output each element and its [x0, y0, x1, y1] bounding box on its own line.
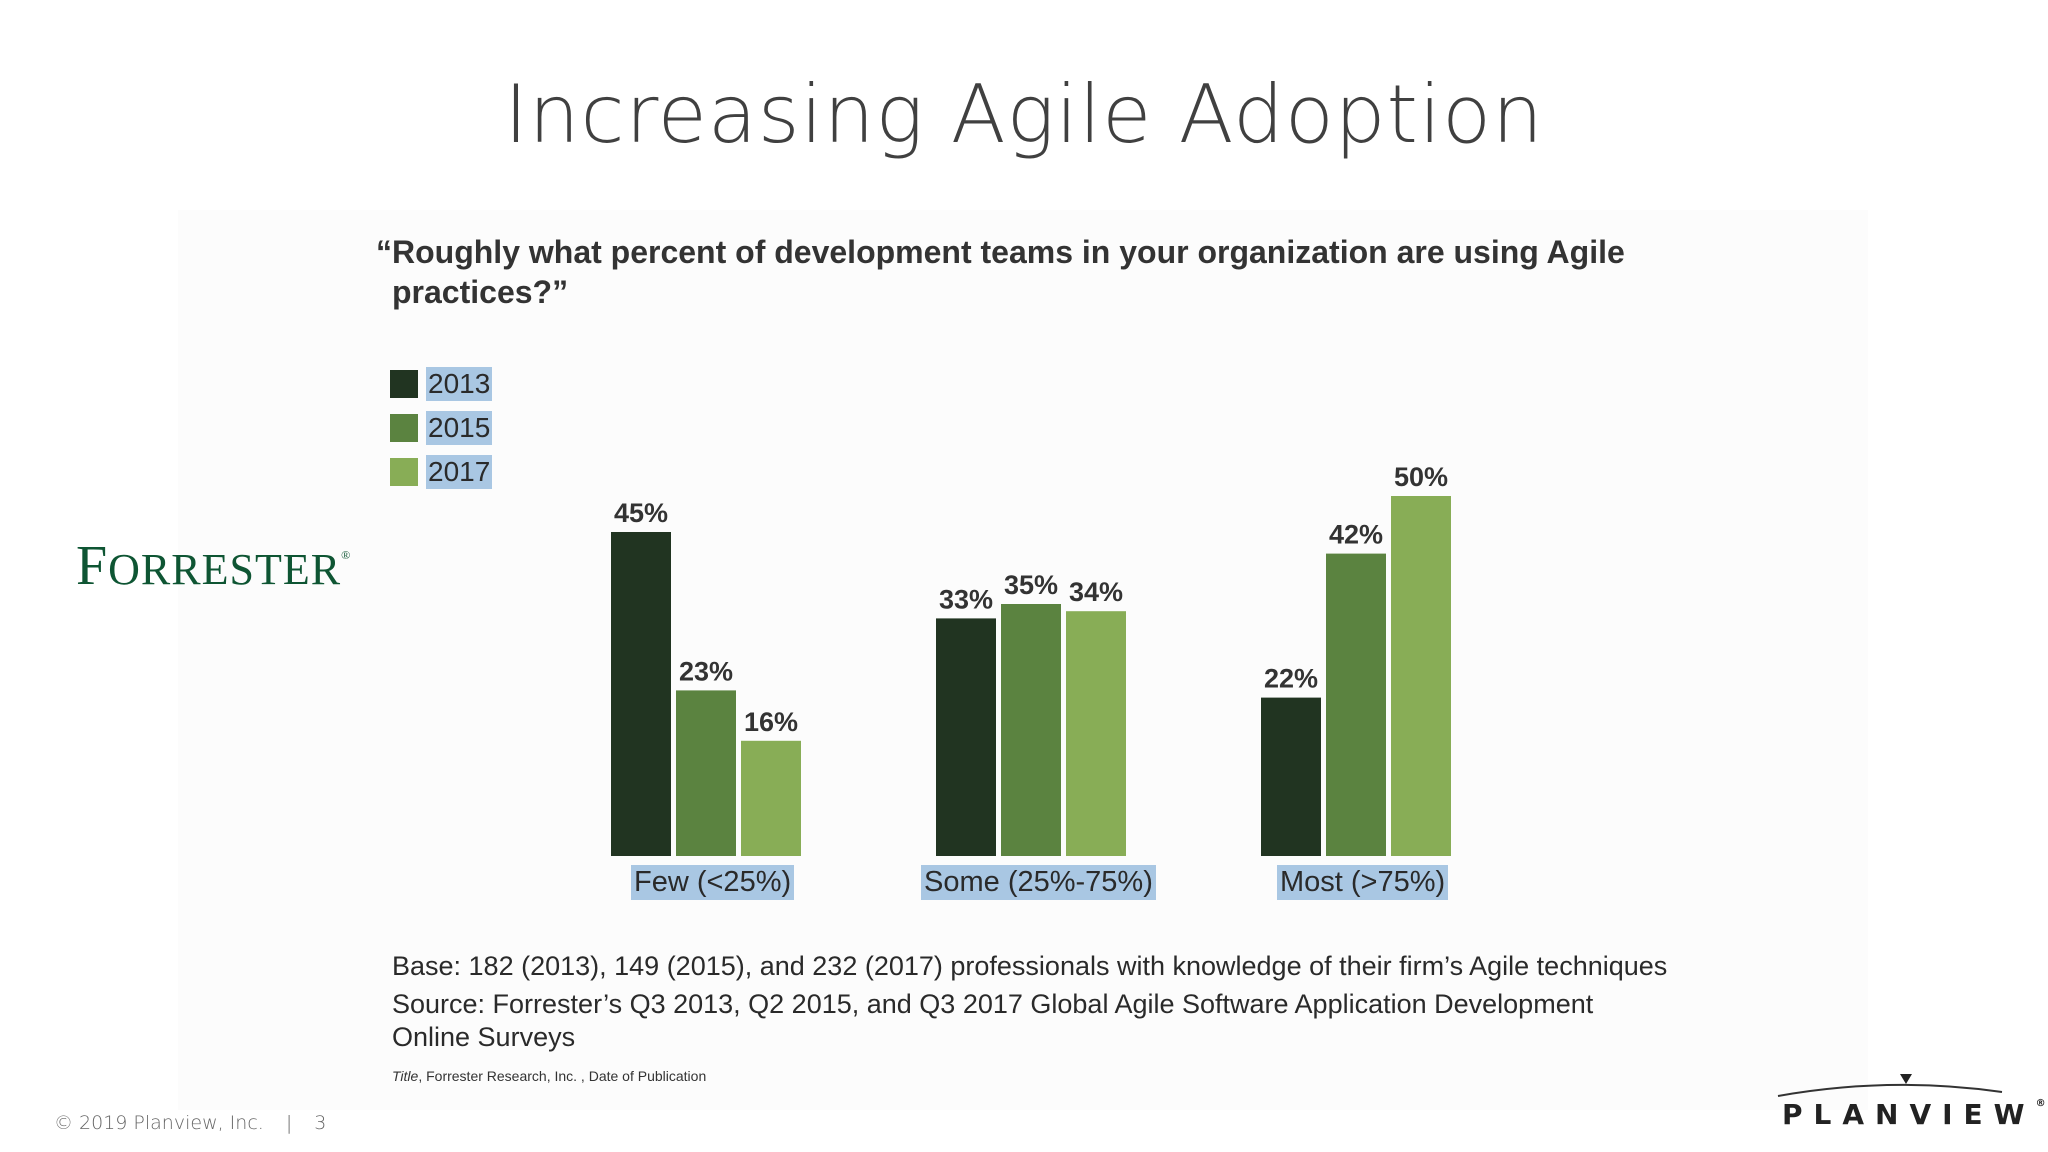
- legend-label-2015: 2015: [426, 411, 493, 445]
- base-note: Base: 182 (2013), 149 (2015), and 232 (2…: [392, 951, 1668, 981]
- slide-title: Increasing Agile Adoption: [504, 68, 1544, 161]
- forrester-logo-rest: ORRESTER: [108, 545, 342, 594]
- bar-2015-0: [676, 690, 736, 856]
- chart-legend: 2013 2015 2017: [390, 362, 493, 494]
- footnotes: Base: 182 (2013), 149 (2015), and 232 (2…: [392, 948, 1667, 1084]
- publication-title: Title: [392, 1068, 419, 1084]
- legend-item-2017: 2017: [390, 450, 493, 494]
- page-number: 3: [314, 1112, 327, 1134]
- copyright-text: © 2019 Planview, Inc.: [54, 1112, 264, 1134]
- data-label-2017-1: 34%: [1069, 577, 1123, 607]
- data-label-2013-2: 22%: [1264, 664, 1318, 694]
- data-label-2017-2: 50%: [1394, 462, 1448, 492]
- registered-mark: ®: [2035, 1098, 2046, 1109]
- category-label-some: Some (25%-75%): [921, 865, 1156, 900]
- forrester-logo: FORRESTER®: [76, 534, 351, 598]
- data-label-2015-1: 35%: [1004, 570, 1058, 600]
- planview-arc-icon: [1777, 1074, 2003, 1097]
- legend-item-2015: 2015: [390, 406, 493, 450]
- chart-question: “Roughly what percent of development tea…: [376, 234, 1625, 310]
- category-label-few: Few (<25%): [631, 865, 795, 900]
- data-label-2015-2: 42%: [1329, 520, 1383, 550]
- publication-note: Title, Forrester Research, Inc. , Date o…: [392, 1068, 1667, 1084]
- data-label-2017-0: 16%: [744, 707, 798, 737]
- category-label-most: Most (>75%): [1277, 865, 1449, 900]
- data-label-2015-0: 23%: [679, 656, 733, 686]
- legend-label-2013: 2013: [426, 367, 493, 401]
- forrester-logo-initial: F: [76, 535, 109, 597]
- legend-swatch-2015: [390, 414, 418, 442]
- bar-2017-2: [1391, 496, 1451, 856]
- planview-logo: PLANVIEW®: [1770, 1070, 2046, 1131]
- bar-2013-1: [936, 618, 996, 856]
- planview-logo-text: PLANVIEW: [1782, 1098, 2036, 1131]
- registered-mark: ®: [341, 548, 352, 562]
- bar-2013-0: [611, 532, 671, 856]
- bar-2015-2: [1326, 553, 1386, 856]
- bar-2013-2: [1261, 697, 1321, 856]
- footer-separator: |: [285, 1112, 293, 1134]
- data-label-2013-0: 45%: [614, 498, 668, 528]
- bar-2015-1: [1001, 604, 1061, 856]
- footer-copyright: © 2019 Planview, Inc. | 3: [54, 1112, 326, 1134]
- bar-2017-0: [741, 740, 801, 856]
- legend-swatch-2013: [390, 370, 418, 398]
- publication-details: , Forrester Research, Inc. , Date of Pub…: [418, 1068, 707, 1084]
- bar-2017-1: [1066, 611, 1126, 856]
- legend-swatch-2017: [390, 458, 418, 486]
- legend-item-2013: 2013: [390, 362, 493, 406]
- data-label-2013-1: 33%: [939, 584, 993, 614]
- planview-wordmark: PLANVIEW®: [1782, 1098, 2046, 1131]
- source-note: Source: Forrester’s Q3 2013, Q2 2015, an…: [392, 989, 1594, 1052]
- legend-label-2017: 2017: [426, 455, 493, 489]
